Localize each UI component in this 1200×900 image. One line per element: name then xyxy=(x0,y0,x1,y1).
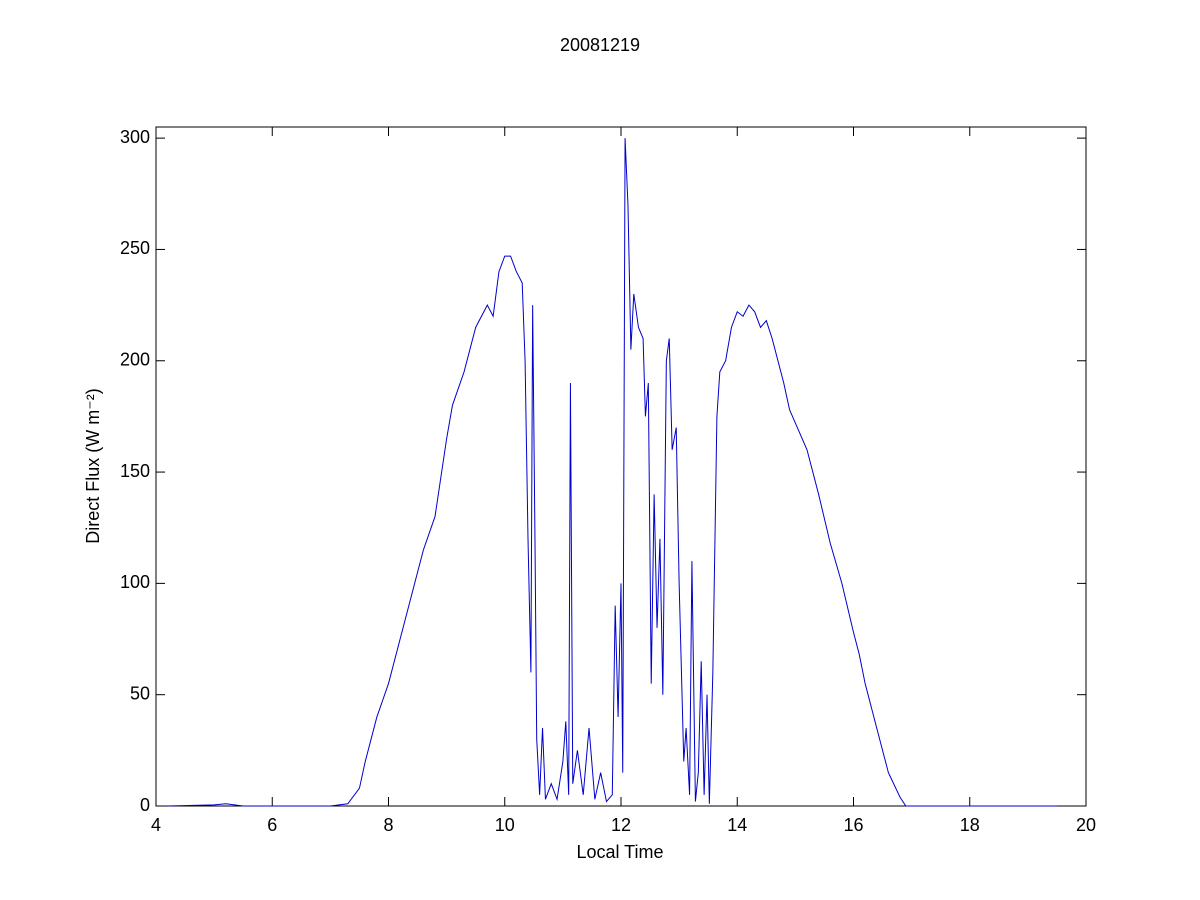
y-tick-label: 300 xyxy=(120,127,150,147)
x-tick-label: 16 xyxy=(843,815,863,835)
x-tick-label: 20 xyxy=(1076,815,1096,835)
x-tick-label: 14 xyxy=(727,815,747,835)
y-tick-label: 0 xyxy=(140,795,150,815)
y-tick-label: 150 xyxy=(120,461,150,481)
data-line xyxy=(167,138,1057,807)
y-tick-label: 50 xyxy=(130,683,150,703)
x-tick-label: 8 xyxy=(383,815,393,835)
x-tick-label: 10 xyxy=(495,815,515,835)
y-tick-label: 100 xyxy=(120,572,150,592)
x-tick-label: 12 xyxy=(611,815,631,835)
y-axis-label: Direct Flux (W m⁻²) xyxy=(83,388,103,543)
plot-frame xyxy=(155,126,1087,807)
chart-title: 20081219 xyxy=(560,35,640,55)
y-tick-label: 250 xyxy=(120,238,150,258)
x-tick-label: 6 xyxy=(267,815,277,835)
x-axis-label: Local Time xyxy=(576,842,663,862)
x-tick-label: 4 xyxy=(151,815,161,835)
x-tick-label: 18 xyxy=(960,815,980,835)
y-tick-label: 200 xyxy=(120,350,150,370)
